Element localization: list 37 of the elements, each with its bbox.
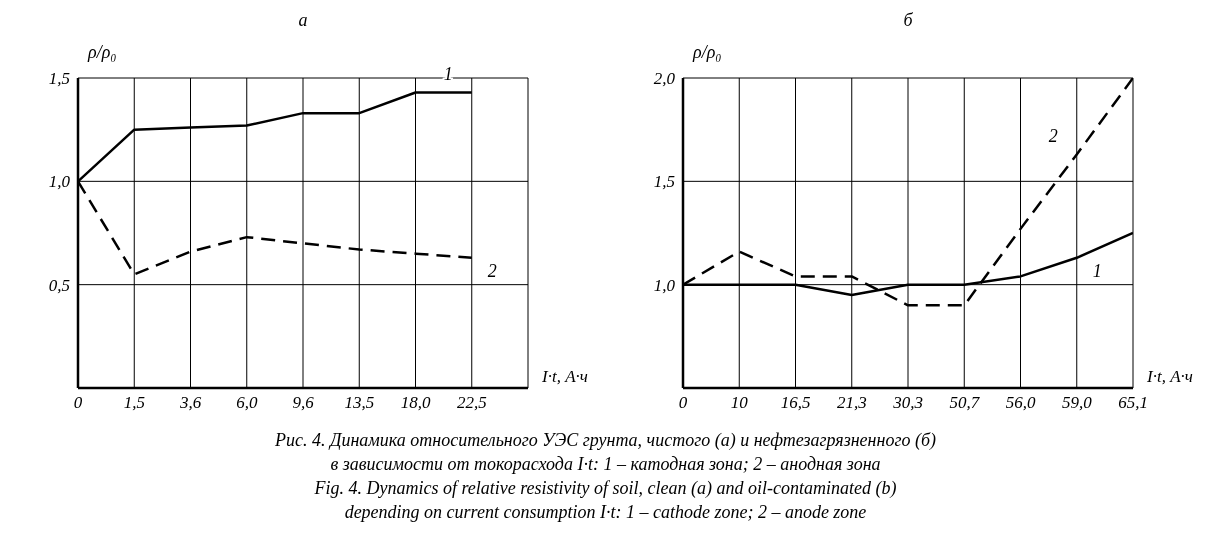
x-tick-label: 30,3 — [892, 393, 923, 413]
series-label: 1 — [443, 64, 453, 85]
x-tick-label: 56,0 — [1005, 393, 1036, 413]
x-tick-label: 50,7 — [949, 393, 981, 413]
chart-title: а — [297, 10, 309, 31]
x-tick-label: 59,0 — [1061, 393, 1093, 413]
x-tick-label: 22,5 — [456, 393, 487, 413]
x-tick-label: 65,1 — [1118, 393, 1148, 413]
y-tick-label: 2,0 — [653, 69, 676, 89]
x-tick-label: 10 — [730, 393, 749, 413]
series-label: 2 — [487, 260, 497, 281]
x-tick-label: 1,5 — [123, 393, 145, 413]
y-tick-label: 1,5 — [653, 172, 675, 192]
series-label: 1 — [1092, 260, 1102, 281]
x-tick-label: 0 — [73, 393, 83, 413]
text: depending on current consumption I·t: 1 – cathode zone; 2 – anode zone — [343, 501, 868, 524]
x-tick-label: 3,6 — [178, 393, 202, 413]
x-tick-label: 6,0 — [236, 393, 258, 413]
x-axis-title: I·t, А·ч — [542, 366, 589, 388]
y-tick-label: 0,5 — [48, 275, 70, 295]
y-axis-title: ρ/ρ₀ — [88, 42, 117, 63]
x-tick-label: 16,5 — [780, 393, 811, 413]
y-tick-label: 1,0 — [48, 172, 71, 192]
x-axis-title: I·t, А·ч — [1147, 366, 1194, 388]
caption: Fig. 4. Dynamics of relative resistivity of soil, clean (a) and oil-contaminated (b) — [313, 477, 898, 500]
x-tick-label: 9,6 — [292, 393, 315, 413]
series-label: 2 — [1048, 126, 1058, 147]
x-tick-label: 21,3 — [836, 393, 867, 413]
y-axis-title: ρ/ρ₀ — [693, 42, 722, 63]
text: Рис. 4. Динамика относительного УЭС грунта, чистого (а) и нефтезагрязненного (б) — [274, 429, 937, 452]
chart-title: б — [902, 10, 914, 31]
y-tick-label: 1,5 — [48, 69, 70, 89]
x-tick-label: 18,0 — [400, 393, 431, 413]
text: в зависимости от токорасхода I·t: 1 – катодная зона; 2 – анодная зона — [329, 453, 882, 476]
x-tick-label: 0 — [678, 393, 688, 413]
x-tick-label: 13,5 — [344, 393, 375, 413]
y-tick-label: 1,0 — [653, 275, 676, 295]
